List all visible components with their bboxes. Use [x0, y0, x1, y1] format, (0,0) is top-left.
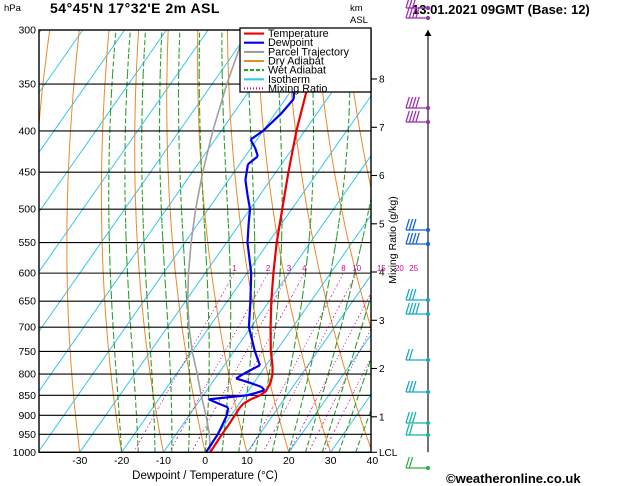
svg-text:1: 1 — [232, 264, 237, 273]
svg-text:8: 8 — [341, 264, 346, 273]
svg-text:30: 30 — [325, 455, 337, 467]
svg-text:350: 350 — [18, 79, 36, 91]
svg-text:2: 2 — [266, 264, 271, 273]
svg-text:54°45'N 17°32'E 2m ASL: 54°45'N 17°32'E 2m ASL — [50, 0, 220, 16]
svg-text:©weatheronline.co.uk: ©weatheronline.co.uk — [446, 471, 581, 486]
svg-text:LCL: LCL — [379, 448, 398, 459]
svg-text:800: 800 — [18, 369, 36, 381]
svg-text:2: 2 — [379, 364, 385, 375]
svg-text:-30: -30 — [72, 455, 87, 467]
svg-text:13.01.2021 09GMT (Base: 12): 13.01.2021 09GMT (Base: 12) — [412, 2, 590, 17]
svg-text:850: 850 — [18, 390, 36, 402]
svg-text:450: 450 — [18, 167, 36, 179]
svg-text:500: 500 — [18, 204, 36, 216]
svg-text:4: 4 — [302, 264, 307, 273]
svg-text:1: 1 — [379, 412, 385, 423]
svg-text:km: km — [350, 3, 363, 14]
svg-text:25: 25 — [409, 264, 418, 273]
svg-text:7: 7 — [379, 123, 385, 134]
svg-text:8: 8 — [379, 75, 385, 86]
svg-text:10: 10 — [352, 264, 361, 273]
svg-text:-10: -10 — [156, 455, 171, 467]
svg-text:4: 4 — [379, 268, 385, 279]
svg-text:3: 3 — [379, 316, 385, 327]
svg-text:hPa: hPa — [4, 3, 22, 14]
svg-text:1000: 1000 — [13, 447, 37, 459]
svg-text:600: 600 — [18, 268, 36, 280]
svg-text:20: 20 — [283, 455, 295, 467]
svg-text:Mixing Ratio (g/kg): Mixing Ratio (g/kg) — [387, 196, 399, 284]
svg-text:ASL: ASL — [350, 15, 368, 26]
svg-text:700: 700 — [18, 322, 36, 334]
svg-text:650: 650 — [18, 296, 36, 308]
svg-text:-20: -20 — [114, 455, 129, 467]
svg-text:Mixing Ratio: Mixing Ratio — [268, 83, 327, 95]
svg-text:10: 10 — [241, 455, 253, 467]
svg-text:750: 750 — [18, 346, 36, 358]
svg-text:40: 40 — [367, 455, 379, 467]
svg-text:6: 6 — [379, 171, 385, 182]
svg-text:5: 5 — [379, 219, 385, 230]
svg-text:900: 900 — [18, 410, 36, 422]
svg-text:Dewpoint / Temperature (°C): Dewpoint / Temperature (°C) — [132, 470, 278, 482]
svg-text:3: 3 — [287, 264, 292, 273]
svg-text:0: 0 — [202, 455, 208, 467]
svg-text:950: 950 — [18, 429, 36, 441]
svg-text:400: 400 — [18, 125, 36, 137]
svg-text:300: 300 — [18, 25, 36, 37]
svg-text:550: 550 — [18, 237, 36, 249]
